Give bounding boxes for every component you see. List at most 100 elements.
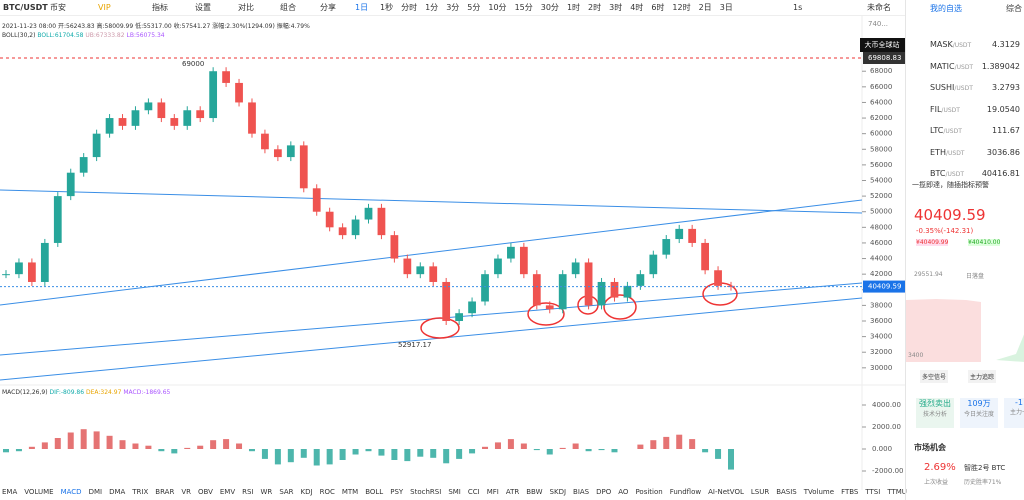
combine[interactable]: 组合 — [280, 3, 296, 12]
quote: /USDT — [945, 149, 965, 157]
watch-row[interactable]: BTC/USDT 40416.81 — [930, 169, 1020, 178]
indicator-tab[interactable]: MTM — [341, 488, 359, 496]
watch-row[interactable]: ETH/USDT 3036.86 — [930, 148, 1020, 157]
indicator-tab[interactable]: EMA — [2, 488, 18, 496]
interval[interactable]: 3分 — [446, 3, 460, 12]
indicator-tab[interactable]: AO — [618, 488, 629, 496]
share[interactable]: 分享 — [320, 3, 336, 12]
interval[interactable]: 6时 — [651, 3, 665, 12]
speed[interactable]: 1s — [793, 3, 803, 12]
tab-all[interactable]: 综合 — [1006, 4, 1022, 13]
tab-watch[interactable]: 我的自选 — [930, 4, 962, 13]
macd-bar — [132, 443, 139, 449]
watch-row[interactable]: MASK/USDT 4.3129 — [930, 40, 1020, 49]
interval[interactable]: 3日 — [719, 3, 733, 12]
sig3-sub: 主力卡 — [1009, 409, 1024, 416]
interval[interactable]: 15分 — [514, 3, 533, 12]
interval[interactable]: 12时 — [672, 3, 691, 12]
interval[interactable]: 1时 — [566, 3, 581, 12]
indicator-tab[interactable]: Fundflow — [669, 488, 702, 496]
btn-track[interactable]: 主力追踪 — [968, 370, 997, 383]
indicator-tab[interactable]: ATR — [505, 488, 520, 496]
indicator-tab[interactable]: SAR — [279, 488, 294, 496]
indicator-tab[interactable]: TTSI — [865, 488, 881, 496]
y-tick-label: 34000 — [870, 333, 892, 341]
interval[interactable]: 2日 — [698, 3, 712, 12]
coin-price: 19.0540 — [986, 104, 1020, 114]
indicator-tab[interactable]: RSI — [242, 488, 254, 496]
interval[interactable]: 4时 — [630, 3, 644, 12]
watch-row[interactable]: FIL/USDT 19.0540 — [930, 105, 1020, 114]
indicator-tab[interactable]: BBW — [526, 488, 543, 496]
indicator-tab[interactable]: BASIS — [776, 488, 797, 496]
indicator-tab[interactable]: FTBS — [841, 488, 859, 496]
candle — [222, 71, 230, 83]
interval[interactable]: 5分 — [467, 3, 481, 12]
interval[interactable]: 2时 — [588, 3, 602, 12]
site-badge[interactable]: 大币全球站 — [865, 40, 900, 49]
compare[interactable]: 对比 — [238, 3, 254, 12]
indicator-tab[interactable]: KDJ — [300, 488, 313, 496]
change: -0.35%(-142.31) — [916, 227, 974, 235]
macd-bar — [494, 442, 501, 449]
indicator-tab[interactable]: CCI — [467, 488, 480, 496]
candle — [597, 281, 606, 306]
y-tick-label: 64000 — [870, 98, 892, 106]
interval[interactable]: 3时 — [609, 3, 623, 12]
macd-bar — [456, 449, 463, 459]
macd-bar — [223, 439, 230, 449]
layout-name[interactable]: 未命名 — [867, 3, 891, 12]
interval[interactable]: 10分 — [488, 3, 507, 12]
indicator-tab[interactable]: LSUR — [750, 488, 770, 496]
indicator-tab[interactable]: SMI — [448, 488, 461, 496]
sig3-card[interactable]: -1 主力卡 — [1004, 398, 1024, 428]
strategy[interactable]: 智胜2号 BTC — [964, 464, 1006, 472]
indicator-tab[interactable]: Position — [635, 488, 663, 496]
indicator-tab[interactable]: SKDJ — [549, 488, 567, 496]
settings[interactable]: 设置 — [195, 3, 211, 12]
btn-signal[interactable]: 多空信号 — [920, 370, 949, 383]
interval[interactable]: 分时 — [401, 3, 418, 12]
y-tick-label: 30000 — [870, 364, 892, 372]
indicator-tab[interactable]: ROC — [319, 488, 335, 496]
symbol[interactable]: BTC/USDT — [3, 3, 48, 12]
indicator-tab[interactable]: PSY — [390, 488, 404, 496]
indicator-tab[interactable]: AI-NetVOL — [708, 488, 744, 496]
candle — [571, 262, 580, 275]
indicator-tab[interactable]: TRIX — [132, 488, 149, 496]
indicator-tab[interactable]: EMV — [219, 488, 236, 496]
watch-row[interactable]: SUSHI/USDT 3.2793 — [930, 83, 1020, 92]
indicator-tab[interactable]: MACD — [60, 488, 82, 496]
indicator-tab[interactable]: DMI — [88, 488, 103, 496]
indicator-tab[interactable]: TVolume — [803, 488, 835, 496]
last-price-bg — [863, 280, 905, 293]
interval[interactable]: 1分 — [425, 3, 439, 12]
sig2-card[interactable]: 109万 今日关注度 — [960, 398, 998, 428]
vip[interactable]: VIP — [98, 3, 111, 12]
indicator-tab[interactable]: DMA — [109, 488, 126, 496]
candle — [235, 82, 243, 103]
watch-row[interactable]: MATIC/USDT 1.389042 — [930, 62, 1020, 71]
sig1-card[interactable]: 强烈卖出 技术分析 — [916, 398, 954, 428]
interval[interactable]: 1秒 — [380, 3, 394, 12]
indicator-tab[interactable]: VR — [181, 488, 191, 496]
indicator-tab[interactable]: BOLL — [365, 488, 384, 496]
indicator-tab[interactable]: DPO — [596, 488, 612, 496]
indicators[interactable]: 指标 — [152, 3, 168, 12]
indicator-tab[interactable]: WR — [260, 488, 273, 496]
period[interactable]: 1日 — [355, 3, 369, 12]
indicator-tab[interactable]: TTMU — [887, 488, 907, 496]
candle — [325, 211, 334, 228]
interval[interactable]: 30分 — [540, 3, 559, 12]
candle — [519, 246, 528, 275]
candle — [105, 118, 114, 134]
indicator-tab[interactable]: BRAR — [155, 488, 175, 496]
indicator-tab[interactable]: VOLUME — [24, 488, 54, 496]
macd-bar — [482, 446, 489, 449]
indicator-tab[interactable]: MFI — [486, 488, 499, 496]
indicator-tab[interactable]: OBV — [197, 488, 213, 496]
candle — [662, 239, 671, 255]
watch-row[interactable]: LTC/USDT 111.67 — [930, 126, 1020, 135]
indicator-tab[interactable]: StochRSI — [410, 488, 442, 496]
indicator-tab[interactable]: BIAS — [573, 488, 590, 496]
